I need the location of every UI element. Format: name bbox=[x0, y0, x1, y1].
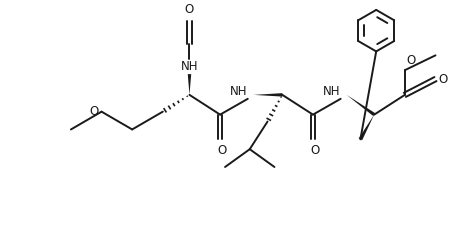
Text: O: O bbox=[407, 54, 416, 67]
Text: NH: NH bbox=[230, 85, 248, 98]
Text: NH: NH bbox=[181, 60, 198, 73]
Polygon shape bbox=[188, 74, 191, 95]
Polygon shape bbox=[254, 93, 282, 97]
Polygon shape bbox=[359, 115, 374, 140]
Text: NH: NH bbox=[323, 85, 341, 98]
Text: O: O bbox=[438, 73, 447, 86]
Text: O: O bbox=[218, 144, 227, 157]
Polygon shape bbox=[347, 95, 375, 116]
Text: O: O bbox=[311, 144, 320, 157]
Text: O: O bbox=[185, 3, 194, 16]
Text: O: O bbox=[89, 105, 98, 118]
